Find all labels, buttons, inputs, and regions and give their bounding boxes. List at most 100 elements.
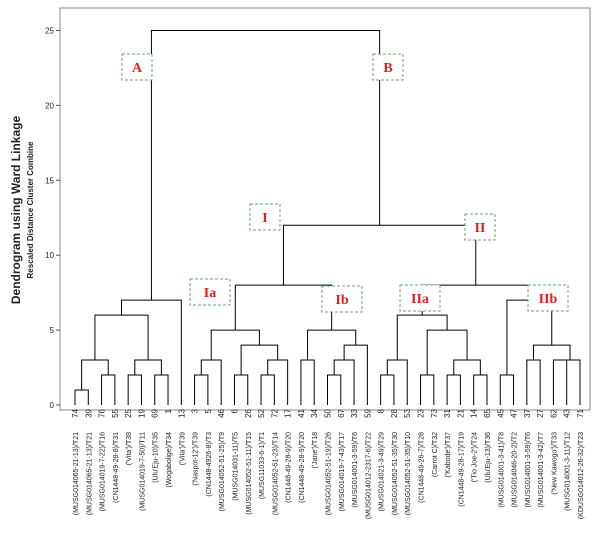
dendrogram-link — [300, 359, 315, 405]
dendrogram-link — [473, 374, 488, 405]
dendrogram-link — [396, 314, 448, 361]
leaf-label: (CN1448-49-26-7)/T28 — [419, 432, 426, 503]
leaf-number: 17 — [284, 408, 293, 417]
leaf-number: 52 — [257, 408, 266, 417]
leaf-label: (MUSG014019-7-22)/T16 — [100, 432, 107, 511]
leaf-number: 28 — [390, 408, 399, 417]
leaf-label: (MUSG014065-21-13)/T21 — [86, 432, 93, 515]
dendrogram-link — [260, 374, 275, 405]
dendrogram-link — [420, 374, 435, 405]
leaf-number: 74 — [71, 408, 80, 417]
leaf-number: 21 — [456, 408, 465, 417]
leaf-number: 5 — [204, 408, 213, 413]
dendrogram-link — [560, 359, 581, 405]
leaf-number: 26 — [244, 408, 253, 417]
annotation-box — [321, 285, 363, 313]
leaf-number: 31 — [443, 408, 452, 417]
annotation: IIb — [539, 292, 558, 307]
leaf-number: 67 — [337, 408, 346, 417]
leaf-number: 47 — [510, 408, 519, 417]
leaf-label: (MUSG014001-3-11)/T12 — [565, 432, 572, 511]
leaf-label: (CN1448-49-28-8)/T31 — [113, 432, 120, 503]
leaf-number: 45 — [496, 408, 505, 417]
leaf-label: (MUSG014052-51-19)/T26 — [326, 432, 333, 515]
annotation: Ia — [204, 286, 216, 301]
leaf-number: 65 — [483, 408, 492, 417]
leaf-label: (KDUSG014012-26-32)/T23 — [578, 432, 585, 519]
dendrogram-link — [333, 359, 355, 405]
leaf-label: (Ulu'Eju-10)/T35 — [153, 432, 160, 483]
dendrogram-link — [380, 374, 395, 405]
annotation-box — [464, 213, 496, 241]
leaf-label: (MUSG014031-11)/T5 — [232, 432, 239, 501]
leaf-label: (CN1448-49-28-9)/T20 — [286, 432, 293, 503]
leaf-label: (MUSG014052-51-11)/T15 — [246, 432, 253, 515]
leaf-number: 14 — [470, 408, 479, 417]
plot-frame — [59, 7, 591, 411]
annotation-box — [121, 53, 153, 81]
leaf-label: (CN1448-49-28-9)/T20 — [299, 432, 306, 503]
leaf-number: 3 — [191, 408, 200, 413]
chart-title: Dendrogram using Ward Linkage — [9, 116, 23, 305]
dendrogram-link — [506, 299, 553, 376]
leaf-label: (MUSG014052-51-35)/T30 — [392, 432, 399, 515]
y-tick-label: 25 — [45, 26, 54, 35]
dendrogram-link — [426, 329, 468, 376]
leaf-number: 76 — [98, 408, 107, 417]
dendrogram-link — [234, 284, 333, 331]
dendrogram-link — [327, 374, 342, 405]
leaf-label: (Wogabolige)/T34 — [166, 432, 173, 488]
leaf-label: ('Jane')/T18 — [312, 432, 319, 469]
dendrogram-link — [499, 374, 515, 405]
y-tick-label: 5 — [50, 326, 55, 335]
leaf-number: 59 — [363, 408, 372, 417]
dendrogram-link — [446, 374, 461, 405]
leaf-label: (CN1448-49-28-17)/T19 — [458, 432, 465, 507]
leaf-label: ('New Kawogo')/T33 — [551, 432, 558, 495]
annotation: I — [262, 211, 267, 226]
leaf-number: 72 — [270, 408, 279, 417]
annotation: IIa — [411, 292, 429, 307]
dendrogram-link — [101, 374, 116, 405]
leaf-label: (MUSG014001-3-42)/T7 — [538, 432, 545, 508]
leaf-label: ('Kabode')/T37 — [445, 432, 452, 478]
leaf-number: 8 — [377, 408, 386, 413]
leaf-number: 55 — [111, 408, 120, 417]
dendrogram-link — [94, 314, 149, 361]
leaf-label: (MUSG014001-3-59)/T6 — [525, 432, 532, 508]
leaf-number: 53 — [403, 408, 412, 417]
y-tick-label: 15 — [45, 176, 54, 185]
dendrogram-link — [150, 29, 381, 301]
leaf-label: (MUSG014046-20-2)/T2 — [512, 432, 519, 508]
leaf-label: (MUSG014001-3-59)/T6 — [352, 432, 359, 508]
annotation-box — [372, 53, 404, 81]
leaf-number: 39 — [84, 408, 93, 417]
leaf-label: (MUSG014052-51-23)/T14 — [272, 432, 279, 515]
leaf-label: (MUSG014052-51-25)/T9 — [219, 432, 226, 511]
dendrogram-link — [386, 359, 408, 405]
leaf-label: (MUSG014065-21-13)/T21 — [73, 432, 80, 515]
leaf-number: 34 — [310, 408, 319, 417]
y-tick-label: 20 — [45, 101, 54, 110]
leaf-label: (MUSG014052-51-35)/T10 — [405, 432, 412, 515]
leaf-label: (MUSG014001-3-41)/T8 — [498, 432, 505, 508]
leaf-number: 23 — [417, 408, 426, 417]
dendrogram-link — [233, 374, 249, 405]
annotation: II — [475, 221, 486, 236]
leaf-number: 71 — [576, 408, 585, 417]
dendrogram-link — [127, 374, 142, 405]
leaf-label: (MUSG014019-7-50)/T11 — [139, 432, 146, 511]
leaf-label: ('Naspot-12')/T39 — [193, 432, 200, 486]
leaf-number: 25 — [124, 408, 133, 417]
leaf-label: (Ulu'Eju-13)/T36 — [485, 432, 492, 483]
annotation-box — [527, 284, 569, 312]
leaf-label: (MUSG014012-2317-6)/T22 — [365, 432, 372, 519]
dendrogram-link — [134, 359, 162, 376]
leaf-label: (MUSG11033-6-1)/T1 — [259, 432, 266, 499]
dendrogram-link — [453, 359, 481, 376]
leaf-label: (MUSG014021-3-49)/T29 — [379, 432, 386, 511]
leaf-number: 6 — [230, 408, 239, 413]
dendrogram-link — [282, 224, 477, 286]
leaf-number: 46 — [217, 408, 226, 417]
